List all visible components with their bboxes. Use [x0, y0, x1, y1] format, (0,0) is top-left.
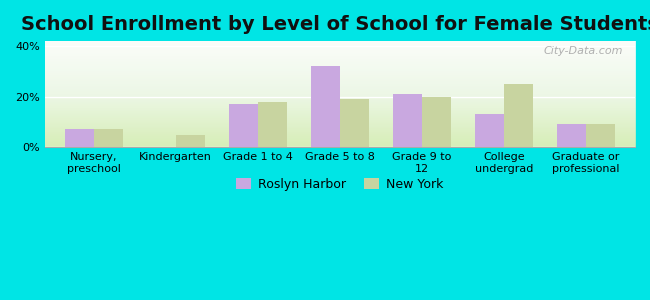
- Bar: [65, 130, 94, 147]
- Bar: [229, 104, 258, 147]
- Bar: [258, 102, 287, 147]
- Bar: [586, 124, 614, 147]
- Bar: [340, 99, 369, 147]
- Bar: [311, 66, 340, 147]
- Bar: [475, 114, 504, 147]
- Bar: [94, 130, 122, 147]
- Bar: [504, 84, 532, 147]
- Bar: [422, 97, 450, 147]
- Bar: [176, 134, 205, 147]
- Bar: [393, 94, 422, 147]
- Legend: Roslyn Harbor, New York: Roslyn Harbor, New York: [231, 173, 448, 196]
- Text: City-Data.com: City-Data.com: [543, 46, 623, 56]
- Title: School Enrollment by Level of School for Female Students: School Enrollment by Level of School for…: [21, 15, 650, 34]
- Bar: [557, 124, 586, 147]
